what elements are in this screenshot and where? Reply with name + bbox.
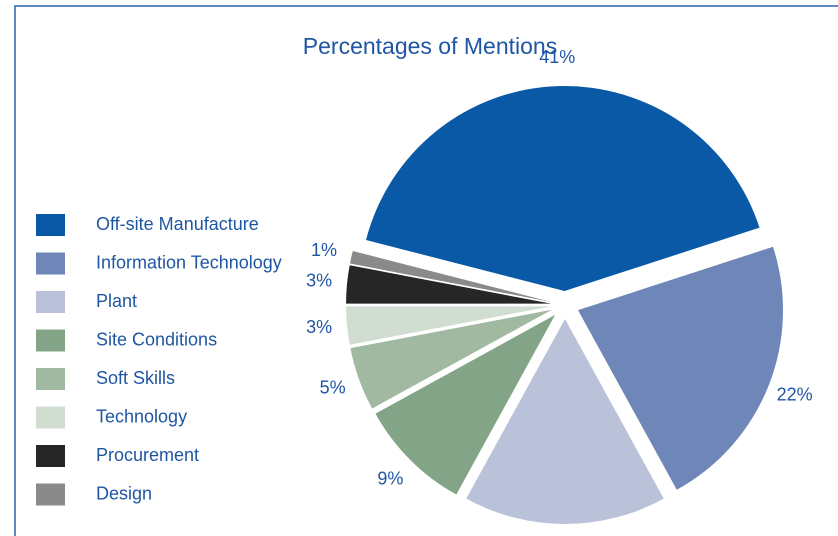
legend-text: Technology xyxy=(96,406,187,426)
legend-swatch xyxy=(36,214,65,236)
slice-label: 41% xyxy=(539,47,575,67)
slice-label: 5% xyxy=(320,377,346,397)
legend-text: Information Technology xyxy=(96,252,282,272)
frame xyxy=(14,5,838,536)
pie-slice xyxy=(349,250,552,302)
legend-swatch xyxy=(36,252,65,275)
slice-label: 22% xyxy=(777,385,813,405)
pie-slice xyxy=(346,306,552,345)
legend-swatch xyxy=(36,291,65,313)
slice-label: 9% xyxy=(377,468,403,488)
legend-swatch xyxy=(36,483,65,506)
legend-swatch xyxy=(36,406,65,429)
slice-label: 3% xyxy=(306,317,332,337)
legend-swatch xyxy=(36,445,65,467)
legend-swatch xyxy=(36,368,65,390)
pie-slice xyxy=(366,86,760,292)
slice-label: 1% xyxy=(311,240,337,260)
legend-text: Procurement xyxy=(96,445,199,465)
legend-text: Site Conditions xyxy=(96,329,217,349)
chart-title: Percentages of Mentions xyxy=(303,33,557,59)
pie-slice xyxy=(375,314,556,495)
pie-slice xyxy=(578,246,784,490)
pie-slice xyxy=(466,319,664,524)
legend-text: Design xyxy=(96,483,152,503)
legend-text: Soft Skills xyxy=(96,368,175,388)
pie-slice xyxy=(346,265,552,304)
legend-text: Off-site Manufacture xyxy=(96,214,259,234)
slice-label: 3% xyxy=(306,271,332,291)
legend-swatch xyxy=(36,329,65,352)
pie-slice xyxy=(350,309,552,409)
legend-text: Plant xyxy=(96,291,137,311)
